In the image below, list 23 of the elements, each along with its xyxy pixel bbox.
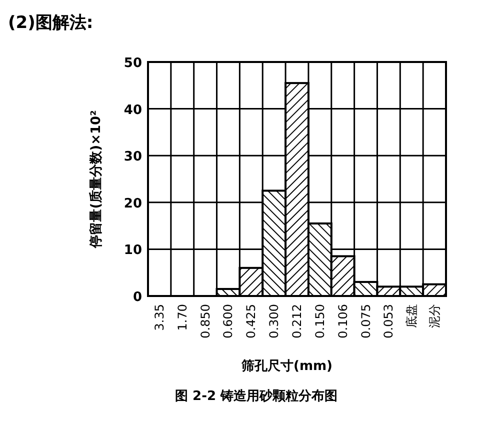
x-tick-label: 0.053 — [382, 304, 396, 338]
x-tick-label: 1.70 — [175, 304, 190, 331]
x-axis-title: 筛孔尺寸(mm) — [240, 359, 332, 374]
chart-title: (2)图解法: — [8, 13, 94, 33]
x-tick-label: 0.075 — [358, 304, 373, 338]
x-tick-label: 3.35 — [152, 304, 166, 331]
x-tick-label: 底盘 — [404, 304, 419, 328]
x-tick-label: 0.150 — [312, 304, 327, 338]
x-tick-label: 0.425 — [244, 304, 258, 338]
x-tick-label: 0.300 — [267, 304, 282, 338]
x-tick-label: 0.106 — [336, 304, 350, 338]
caption: 图 2-2 铸造用砂颗粒分布图 — [175, 389, 338, 404]
y-tick-label: 10 — [124, 243, 142, 258]
x-tick-label: 泥分 — [428, 304, 442, 328]
y-tick-label: 30 — [124, 150, 142, 165]
y-tick-label: 0 — [132, 290, 142, 305]
x-tick-label: 0.850 — [198, 304, 212, 338]
y-axis-title: 停留量(质量分数)×10² — [88, 110, 104, 249]
y-tick-label: 20 — [124, 196, 142, 212]
x-tick-label: 0.600 — [221, 304, 236, 338]
y-tick-label: 50 — [124, 56, 142, 71]
y-tick-label: 40 — [124, 102, 142, 118]
x-tick-label: 0.212 — [290, 304, 304, 338]
